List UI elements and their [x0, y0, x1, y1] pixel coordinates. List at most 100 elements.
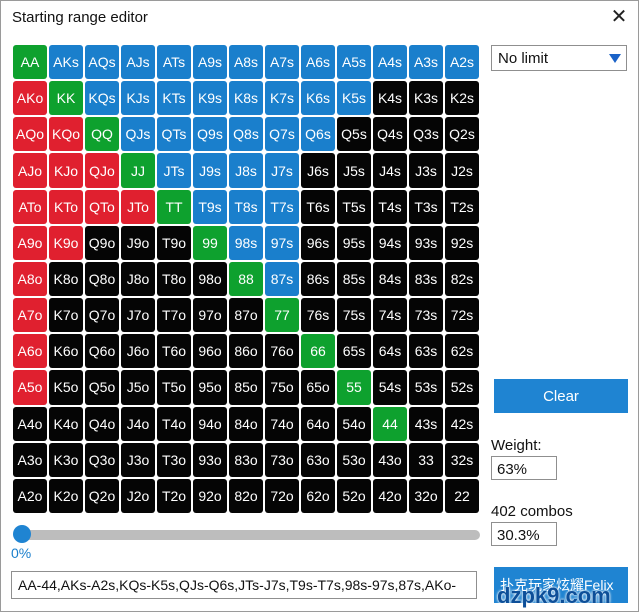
hand-cell-86s[interactable]: 86s [301, 261, 335, 297]
hand-cell-86o[interactable]: 86o [229, 334, 263, 369]
hand-cell-j7o[interactable]: J7o [121, 298, 155, 333]
hand-cell-82o[interactable]: 82o [229, 478, 263, 513]
hand-cell-93o[interactable]: 93o [193, 442, 227, 477]
weight-input[interactable]: 63% [491, 456, 557, 480]
hand-cell-a9o[interactable]: A9o [13, 225, 47, 260]
hand-cell-kqs[interactable]: KQs [85, 81, 119, 116]
hand-cell-65o[interactable]: 65o [301, 370, 335, 405]
hand-cell-32o[interactable]: 32o [409, 478, 443, 513]
hand-cell-87s[interactable]: 87s [265, 261, 299, 297]
hand-cell-54s[interactable]: 54s [373, 370, 407, 405]
hand-cell-kto[interactable]: KTo [49, 189, 83, 224]
hand-cell-85o[interactable]: 85o [229, 370, 263, 405]
hand-cell-74s[interactable]: 74s [373, 298, 407, 333]
hand-cell-75s[interactable]: 75s [337, 298, 371, 333]
hand-cell-t3o[interactable]: T3o [157, 442, 191, 477]
hand-cell-k7s[interactable]: K7s [265, 81, 299, 116]
hand-cell-97o[interactable]: 97o [193, 298, 227, 333]
hand-cell-76s[interactable]: 76s [301, 298, 335, 333]
hand-cell-77[interactable]: 77 [265, 298, 299, 333]
hand-cell-92s[interactable]: 92s [445, 225, 479, 260]
hand-cell-j3s[interactable]: J3s [409, 153, 443, 188]
hand-cell-jts[interactable]: JTs [157, 153, 191, 188]
hand-cell-a5s[interactable]: A5s [337, 45, 371, 80]
hand-cell-kqo[interactable]: KQo [49, 117, 83, 152]
hand-cell-q4o[interactable]: Q4o [85, 406, 119, 441]
hand-cell-j4o[interactable]: J4o [121, 406, 155, 441]
hand-cell-q7s[interactable]: Q7s [265, 117, 299, 152]
hand-cell-76o[interactable]: 76o [265, 334, 299, 369]
hand-cell-93s[interactable]: 93s [409, 225, 443, 260]
percent-slider-thumb[interactable] [13, 525, 31, 543]
hand-cell-97s[interactable]: 97s [265, 225, 299, 260]
hand-cell-q8s[interactable]: Q8s [229, 117, 263, 152]
hand-cell-a7s[interactable]: A7s [265, 45, 299, 80]
hand-cell-kts[interactable]: KTs [157, 81, 191, 116]
hand-cell-t2s[interactable]: T2s [445, 189, 479, 224]
hand-cell-a3o[interactable]: A3o [13, 442, 47, 477]
hand-cell-t9s[interactable]: T9s [193, 189, 227, 224]
range-text-input[interactable]: AA-44,AKs-A2s,KQs-K5s,QJs-Q6s,JTs-J7s,T9… [11, 571, 477, 599]
hand-cell-84o[interactable]: 84o [229, 406, 263, 441]
hand-cell-k4o[interactable]: K4o [49, 406, 83, 441]
hand-cell-99[interactable]: 99 [193, 225, 227, 260]
hand-cell-52o[interactable]: 52o [337, 478, 371, 513]
hand-cell-62o[interactable]: 62o [301, 478, 335, 513]
hand-cell-j8o[interactable]: J8o [121, 261, 155, 297]
hand-cell-q3o[interactable]: Q3o [85, 442, 119, 477]
hand-cell-j5s[interactable]: J5s [337, 153, 371, 188]
hand-cell-j6s[interactable]: J6s [301, 153, 335, 188]
hand-cell-84s[interactable]: 84s [373, 261, 407, 297]
hand-cell-t4o[interactable]: T4o [157, 406, 191, 441]
hand-cell-65s[interactable]: 65s [337, 334, 371, 369]
hand-cell-k4s[interactable]: K4s [373, 81, 407, 116]
hand-cell-a8o[interactable]: A8o [13, 261, 47, 297]
close-icon[interactable]: ✕ [610, 6, 628, 28]
hand-cell-q2s[interactable]: Q2s [445, 117, 479, 152]
hand-cell-73s[interactable]: 73s [409, 298, 443, 333]
hand-cell-42s[interactable]: 42s [445, 406, 479, 441]
hand-cell-92o[interactable]: 92o [193, 478, 227, 513]
hand-cell-aqo[interactable]: AQo [13, 117, 47, 152]
hand-cell-a3s[interactable]: A3s [409, 45, 443, 80]
hand-cell-kjo[interactable]: KJo [49, 153, 83, 188]
hand-cell-jj[interactable]: JJ [121, 153, 155, 188]
hand-cell-a7o[interactable]: A7o [13, 298, 47, 333]
hand-cell-k6s[interactable]: K6s [301, 81, 335, 116]
hand-cell-j2s[interactable]: J2s [445, 153, 479, 188]
hand-cell-ats[interactable]: ATs [157, 45, 191, 80]
hand-cell-aqs[interactable]: AQs [85, 45, 119, 80]
hand-cell-aks[interactable]: AKs [49, 45, 83, 80]
hand-cell-83s[interactable]: 83s [409, 261, 443, 297]
hand-cell-q8o[interactable]: Q8o [85, 261, 119, 297]
hand-cell-q7o[interactable]: Q7o [85, 298, 119, 333]
hand-cell-ajs[interactable]: AJs [121, 45, 155, 80]
hand-cell-k5s[interactable]: K5s [337, 81, 371, 116]
hand-cell-43s[interactable]: 43s [409, 406, 443, 441]
hand-cell-ato[interactable]: ATo [13, 189, 47, 224]
hand-cell-j7s[interactable]: J7s [265, 153, 299, 188]
hand-cell-j6o[interactable]: J6o [121, 334, 155, 369]
hand-cell-33[interactable]: 33 [409, 442, 443, 477]
hand-cell-44[interactable]: 44 [373, 406, 407, 441]
hand-cell-62s[interactable]: 62s [445, 334, 479, 369]
hand-cell-a6o[interactable]: A6o [13, 334, 47, 369]
hand-cell-qts[interactable]: QTs [157, 117, 191, 152]
hand-cell-t4s[interactable]: T4s [373, 189, 407, 224]
hand-cell-k3s[interactable]: K3s [409, 81, 443, 116]
hand-cell-t5o[interactable]: T5o [157, 370, 191, 405]
hand-cell-kjs[interactable]: KJs [121, 81, 155, 116]
hand-cell-83o[interactable]: 83o [229, 442, 263, 477]
hand-cell-96s[interactable]: 96s [301, 225, 335, 260]
hand-cell-q5s[interactable]: Q5s [337, 117, 371, 152]
hand-cell-j9o[interactable]: J9o [121, 225, 155, 260]
hand-cell-j8s[interactable]: J8s [229, 153, 263, 188]
hand-cell-a5o[interactable]: A5o [13, 370, 47, 405]
hand-cell-q3s[interactable]: Q3s [409, 117, 443, 152]
hand-cell-66[interactable]: 66 [301, 334, 335, 369]
hand-cell-k8s[interactable]: K8s [229, 81, 263, 116]
hand-cell-98s[interactable]: 98s [229, 225, 263, 260]
clear-button[interactable]: Clear [494, 379, 628, 413]
hand-cell-k5o[interactable]: K5o [49, 370, 83, 405]
hand-cell-ako[interactable]: AKo [13, 81, 47, 116]
